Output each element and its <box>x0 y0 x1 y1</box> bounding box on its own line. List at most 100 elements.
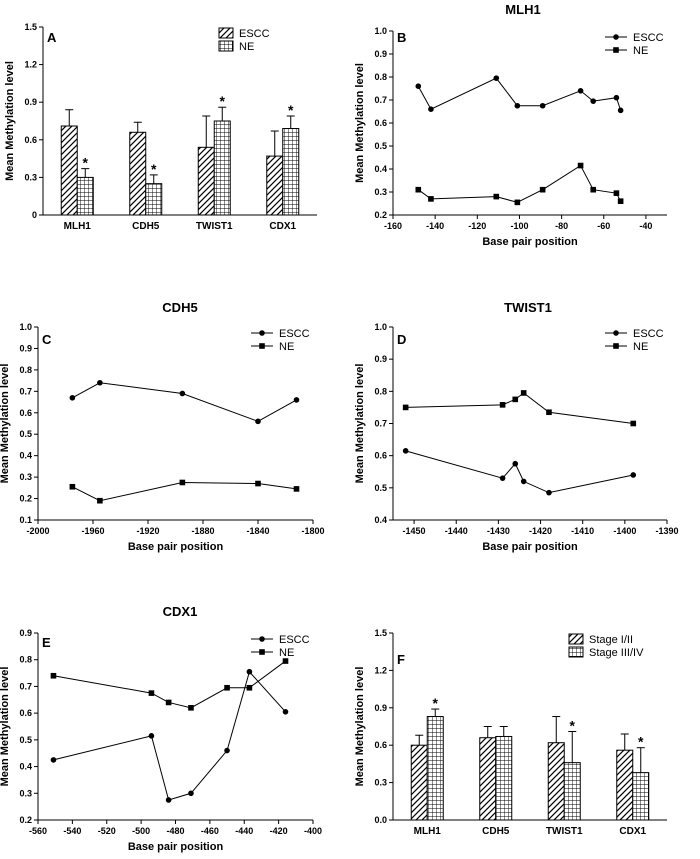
data-point <box>148 733 155 739</box>
data-point <box>617 198 624 204</box>
data-point <box>539 186 546 193</box>
y-tick-label: 0.6 <box>19 408 32 418</box>
x-tick-label: -80 <box>555 221 568 231</box>
y-tick-label: 0.3 <box>19 472 32 482</box>
y-tick-label: 0.2 <box>19 494 32 504</box>
bar <box>547 742 565 821</box>
data-point <box>630 472 637 478</box>
data-point <box>188 705 194 711</box>
significance-star: * <box>288 102 294 118</box>
legend-label: ESCC <box>279 634 310 646</box>
legend-label: NE <box>279 341 294 353</box>
y-tick-label: 0.8 <box>19 365 32 375</box>
data-point <box>415 186 422 193</box>
y-tick-label: 0.4 <box>374 164 387 174</box>
y-tick-label: 0.3 <box>374 778 387 788</box>
legend-label: NE <box>633 341 648 353</box>
y-axis-title: Mean Methylation level <box>0 364 11 484</box>
panel-c: C CDH5 Mean Methylation level Base pair pos… <box>0 300 325 553</box>
panel-b: B MLH1 Mean Methylation level Base pair pos… <box>354 2 667 248</box>
x-tick-label: -1390 <box>655 526 678 536</box>
y-tick-label: 0.9 <box>374 703 387 713</box>
data-point <box>69 483 76 490</box>
data-point <box>179 390 186 397</box>
y-tick-label: 0.2 <box>374 210 387 220</box>
y-tick-label: 0.4 <box>374 515 387 525</box>
x-tick-label: -1440 <box>445 526 468 536</box>
chart-title: TWIST1 <box>504 300 552 315</box>
data-point <box>512 396 519 403</box>
data-point <box>246 684 253 691</box>
bar <box>479 737 497 821</box>
y-tick-label: 0.4 <box>19 451 32 461</box>
data-point <box>282 709 289 715</box>
x-tick-label: -1880 <box>191 526 214 536</box>
x-tick-label: -520 <box>98 826 116 836</box>
y-tick-label: 0.3 <box>19 788 32 798</box>
x-tick-label: -160 <box>384 221 402 231</box>
category-label: TWIST1 <box>196 221 233 232</box>
x-tick-label: -500 <box>132 826 150 836</box>
y-tick-label: 0.7 <box>19 681 32 691</box>
y-tick-label: 0.4 <box>19 762 32 772</box>
category-label: CDX1 <box>269 221 296 232</box>
y-tick-label: 0.5 <box>374 141 387 151</box>
significance-star: * <box>220 93 226 109</box>
data-point <box>613 94 620 101</box>
panel-letter: B <box>397 30 406 45</box>
y-tick-label: 0 <box>32 210 37 220</box>
y-tick-label: 0.9 <box>374 354 387 364</box>
x-tick-label: -1960 <box>81 526 104 536</box>
y-tick-label: 0.7 <box>374 419 387 429</box>
y-tick-label: 0.6 <box>374 118 387 128</box>
category-label: CDH5 <box>132 221 160 232</box>
significance-star: * <box>433 695 439 711</box>
series-line-ne <box>405 392 634 424</box>
x-tick-label: -1420 <box>529 526 552 536</box>
data-point <box>402 448 409 454</box>
legend-marker <box>613 330 619 336</box>
bar <box>426 716 444 821</box>
legend-label: ESCC <box>633 328 664 340</box>
legend-label: NE <box>279 647 294 659</box>
x-axis-title: Base pair position <box>482 236 578 248</box>
y-tick-label: 0.3 <box>24 172 37 182</box>
chart-title: MLH1 <box>505 2 540 17</box>
data-point <box>493 75 500 81</box>
y-tick-label: 1.0 <box>374 26 387 36</box>
y-tick-label: 0.8 <box>19 655 32 665</box>
legend-marker <box>613 343 619 349</box>
y-tick-label: 0.5 <box>374 483 387 493</box>
data-point <box>188 790 194 797</box>
data-point <box>590 98 597 104</box>
data-point <box>293 486 300 492</box>
x-tick-label: -1450 <box>403 526 426 536</box>
y-tick-label: 0.1 <box>19 515 32 525</box>
legend-label: Stage III/IV <box>589 647 644 659</box>
y-tick-label: 1.5 <box>24 22 37 32</box>
x-tick-label: -1920 <box>136 526 159 536</box>
data-point <box>520 478 527 485</box>
data-point <box>539 102 546 109</box>
x-tick-label: -1400 <box>613 526 636 536</box>
legend-marker <box>613 34 619 40</box>
legend-label: ESCC <box>239 28 270 40</box>
series-line-escc <box>53 670 286 801</box>
x-tick-label: -120 <box>468 221 486 231</box>
bar <box>563 762 581 821</box>
category-label: MLH1 <box>414 826 442 837</box>
data-point <box>590 186 597 193</box>
legend-label: NE <box>633 45 648 57</box>
data-point <box>179 479 186 486</box>
data-point <box>224 684 230 691</box>
significance-star: * <box>570 717 576 733</box>
x-tick-label: -460 <box>201 826 219 836</box>
data-point <box>514 199 521 206</box>
bar <box>129 131 147 216</box>
y-tick-label: 1.5 <box>374 628 387 638</box>
legend-marker <box>259 649 265 655</box>
y-axis-title: Mean Methylation level <box>0 667 11 787</box>
bar <box>266 155 284 216</box>
y-tick-label: 0.2 <box>19 815 32 825</box>
legend-marker <box>259 330 265 336</box>
